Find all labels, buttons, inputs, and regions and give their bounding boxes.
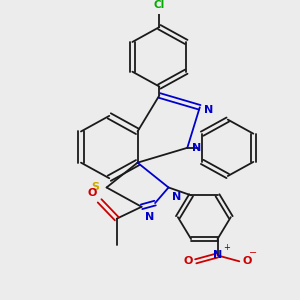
Text: O: O [183,256,193,266]
Text: N: N [192,143,201,153]
Text: N: N [172,192,181,202]
Text: N: N [204,105,214,115]
Text: +: + [223,243,230,252]
Text: O: O [242,256,252,266]
Text: N: N [145,212,154,222]
Text: N: N [213,250,222,260]
Text: S: S [91,182,99,193]
Text: −: − [249,248,257,258]
Text: Cl: Cl [154,0,165,10]
Text: O: O [87,188,97,198]
